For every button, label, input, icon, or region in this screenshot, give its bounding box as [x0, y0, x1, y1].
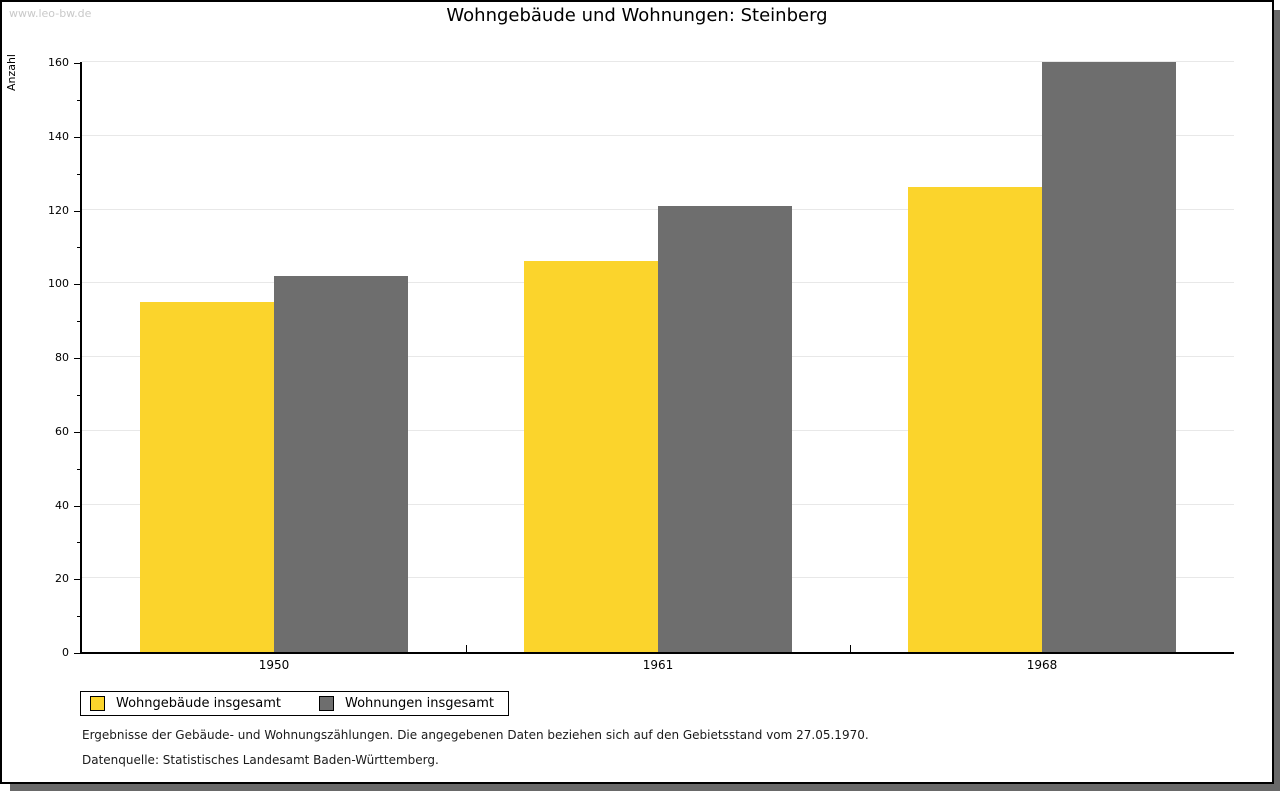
x-tick-label: 1950 [258, 658, 290, 672]
legend-item: Wohngebäude insgesamt [90, 696, 281, 711]
y-minor-tick [77, 468, 80, 470]
x-category-tick [850, 645, 851, 652]
plot-area [80, 61, 1234, 654]
gridline [82, 61, 1234, 62]
legend-label: Wohngebäude insgesamt [116, 696, 281, 711]
y-tick-label: 60 [55, 424, 69, 438]
legend-item: Wohnungen insgesamt [319, 696, 494, 711]
y-major-tick [74, 431, 80, 433]
y-minor-tick [77, 616, 80, 618]
y-major-tick [74, 284, 80, 286]
frame-shadow-bottom [10, 784, 1274, 791]
y-major-tick [74, 358, 80, 359]
y-axis: 0 20 40 60 80 100 120 140 160 [2, 56, 80, 659]
footnote-source-note: Ergebnisse der Gebäude- und Wohnungszähl… [82, 728, 869, 742]
frame-shadow-right [1274, 10, 1280, 791]
bar-1961-series-0 [524, 261, 658, 652]
bar-1961-series-1 [658, 205, 792, 652]
gridline [82, 134, 1234, 136]
x-tick-label: 1968 [1026, 658, 1058, 672]
legend-swatch-gray [319, 696, 334, 711]
y-major-tick [74, 63, 80, 64]
watermark: www.leo-bw.de [9, 7, 92, 20]
y-tick-label: 20 [55, 572, 69, 586]
y-tick-label: 140 [48, 129, 69, 143]
y-minor-tick [77, 99, 80, 101]
y-tick-label: 0 [62, 646, 69, 659]
y-minor-tick [77, 173, 80, 175]
y-minor-tick [77, 247, 80, 249]
y-major-tick [74, 505, 80, 507]
x-tick-label: 1961 [642, 658, 674, 672]
y-major-tick [74, 210, 80, 212]
legend-label: Wohnungen insgesamt [345, 696, 494, 711]
y-major-tick [74, 653, 80, 654]
y-tick-label: 80 [55, 351, 69, 364]
y-tick-label: 100 [48, 277, 69, 291]
bar-1968-series-0 [908, 187, 1042, 652]
bar-1950-series-0 [140, 301, 274, 652]
x-axis-labels: 1950 1961 1968 [80, 658, 1234, 676]
legend: Wohngebäude insgesamt Wohnungen insgesamt [80, 691, 509, 716]
bar-1950-series-1 [274, 275, 408, 652]
bar-1968-series-1 [1042, 62, 1176, 652]
y-tick-label: 160 [48, 56, 69, 69]
y-tick-label: 40 [55, 498, 69, 512]
y-major-tick [74, 579, 80, 581]
y-minor-tick [77, 394, 80, 396]
chart-title: Wohngebäude und Wohnungen: Steinberg [446, 5, 828, 26]
x-category-tick [466, 645, 467, 652]
y-minor-tick [77, 321, 80, 323]
y-major-tick [74, 136, 80, 138]
legend-swatch-yellow [90, 696, 105, 711]
y-minor-tick [77, 542, 80, 544]
y-tick-label: 120 [48, 203, 69, 217]
footnote-data-source: Datenquelle: Statistisches Landesamt Bad… [82, 753, 439, 767]
